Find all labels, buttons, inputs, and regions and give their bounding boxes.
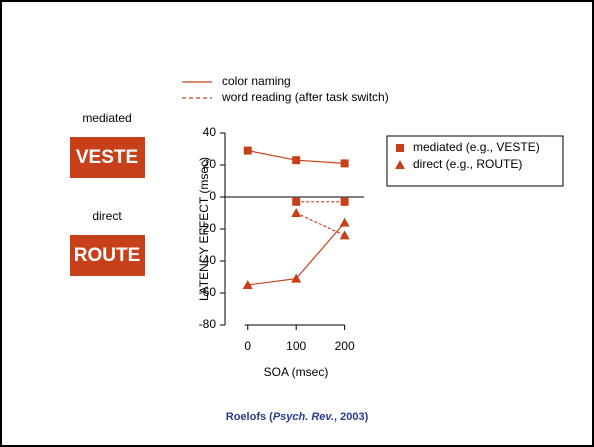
source: Roelofs (Psych. Rev., 2003) <box>226 411 369 423</box>
marker-triangle <box>339 217 350 227</box>
legend-label: direct (e.g., ROUTE) <box>413 157 522 171</box>
marker-square <box>340 197 349 206</box>
marker-triangle <box>291 208 302 217</box>
example-kind: mediated <box>82 111 131 125</box>
y-tick-label: 40 <box>203 125 217 139</box>
x-tick-label: 200 <box>335 339 355 353</box>
example-word: ROUTE <box>74 245 141 266</box>
marker-square <box>292 197 301 206</box>
x-tick-label: 0 <box>244 339 251 353</box>
y-tick-label: 0 <box>209 189 216 203</box>
marker-square <box>243 146 252 155</box>
x-axis-label: SOA (msec) <box>264 365 329 379</box>
y-tick-label: -40 <box>199 253 217 267</box>
marker-triangle <box>339 230 350 240</box>
marker-triangle <box>291 273 302 283</box>
legend-label: word reading (after task switch) <box>221 90 389 104</box>
legend-marker <box>395 160 405 169</box>
legend-label: color naming <box>222 74 291 88</box>
marker-legend-box <box>386 135 564 187</box>
example-kind: direct <box>92 209 122 223</box>
source-rest: , 2003) <box>334 411 369 423</box>
legend-marker <box>396 144 404 152</box>
y-tick-label: -80 <box>199 317 217 331</box>
y-tick-label: 20 <box>203 157 217 171</box>
legend-label: mediated (e.g., VESTE) <box>413 140 540 154</box>
marker-square <box>292 156 301 165</box>
example-word: VESTE <box>76 147 138 168</box>
example-box <box>70 137 145 178</box>
x-tick-label: 100 <box>286 339 306 353</box>
y-tick-label: -20 <box>199 221 217 235</box>
y-tick-label: -60 <box>199 285 217 299</box>
example-box <box>70 235 145 276</box>
source-author: Roelofs ( <box>226 411 273 423</box>
y-axis-label: LATENCY EFFECT (msec) <box>197 157 211 301</box>
marker-square <box>340 159 349 168</box>
series-line <box>295 212 345 236</box>
source-journal: Psych. Rev. <box>273 411 334 423</box>
marker-triangle <box>242 280 253 289</box>
